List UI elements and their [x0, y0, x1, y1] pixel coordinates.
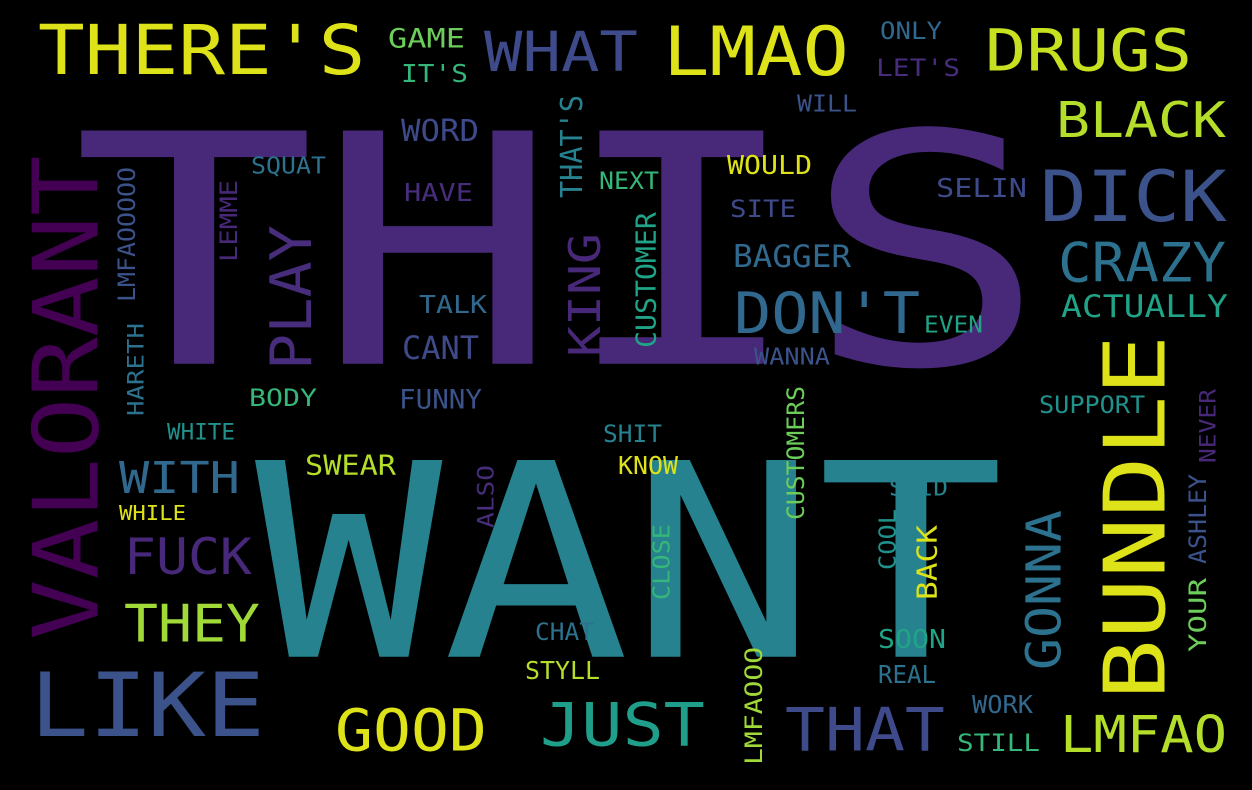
word-that: THAT — [785, 694, 945, 765]
word-have: HAVE — [404, 177, 473, 207]
word-thats: THAT'S — [554, 94, 590, 198]
word-talk: TALK — [419, 289, 487, 319]
word-dont: DON'T — [734, 279, 921, 347]
word-real: REAL — [878, 659, 936, 689]
word-bundle: BUNDLE — [1085, 334, 1185, 700]
word-styll: STYLL — [525, 655, 601, 685]
word-actually: ACTUALLY — [1061, 288, 1228, 325]
word-customers: CUSTOMERS — [781, 386, 810, 520]
word-this: THIS — [72, 66, 1048, 441]
word-lmfaooo: LMFAOOO — [739, 646, 768, 765]
word-would: WOULD — [727, 149, 813, 181]
word-know: KNOW — [618, 450, 678, 480]
word-body: BODY — [249, 383, 317, 412]
word-site: SITE — [730, 194, 796, 223]
word-said: SAID — [889, 473, 948, 501]
word-never: NEVER — [1195, 388, 1221, 463]
word-crazy: CRAZY — [1058, 231, 1227, 295]
word-game: GAME — [388, 22, 465, 55]
word-theres: THERE'S — [38, 9, 366, 91]
word-customer: CUSTOMER — [629, 212, 663, 348]
word-support: SUPPORT — [1039, 390, 1146, 419]
word-cool: COOL — [873, 509, 901, 570]
word-hareth: HARETH — [123, 322, 149, 416]
word-still: STILL — [957, 728, 1041, 757]
word-lemme: LEMME — [214, 179, 243, 262]
word-selin: SELIN — [936, 172, 1028, 204]
word-your: YOUR — [1183, 578, 1212, 652]
word-ashley: ASHLEY — [1183, 473, 1212, 564]
word-just: JUST — [540, 689, 705, 760]
word-shit: SHIT — [603, 419, 662, 448]
word-with: WITH — [119, 452, 240, 504]
word-white: WHITE — [167, 419, 236, 445]
word-drugs: DRUGS — [985, 16, 1193, 85]
word-good: GOOD — [335, 696, 487, 765]
word-what: WHAT — [484, 20, 638, 85]
word-valorant: VALORANT — [13, 155, 120, 640]
word-swear: SWEAR — [305, 448, 397, 482]
word-back: BACK — [910, 525, 944, 600]
word-lmfao: LMFAO — [1060, 704, 1228, 765]
word-black: BLACK — [1056, 91, 1227, 149]
word-next: NEXT — [599, 166, 659, 195]
word-even: EVEN — [924, 310, 983, 338]
word-they: THEY — [124, 593, 260, 655]
word-also: ALSO — [473, 465, 499, 528]
word-work: WORK — [972, 689, 1033, 719]
word-wanna: WANNA — [754, 342, 831, 370]
word-chat: CHAT — [535, 617, 594, 646]
word-gonna: GONNA — [1015, 509, 1072, 670]
word-lets: LET'S — [876, 53, 961, 82]
word-bagger: BAGGER — [733, 238, 852, 275]
word-funny: FUNNY — [399, 383, 483, 416]
word-fuck: FUCK — [124, 527, 252, 586]
word-will: WILL — [797, 89, 857, 117]
word-while: WHILE — [119, 501, 187, 525]
word-its: IT'S — [401, 58, 468, 88]
word-close: CLOSE — [647, 523, 675, 600]
word-like: LIKE — [30, 654, 265, 758]
word-soon: SOON — [878, 623, 946, 655]
word-play: PLAY — [257, 225, 325, 370]
word-only: ONLY — [880, 16, 942, 45]
word-cant: CANT — [402, 329, 479, 367]
word-lmao: LMAO — [663, 11, 849, 92]
word-king: KING — [559, 233, 611, 357]
word-lmfaooooo: LMFAOOOOO — [112, 167, 141, 302]
word-dick: DICK — [1040, 155, 1227, 238]
word-squat: SQUAT — [251, 151, 327, 179]
word-want: WANT — [255, 405, 1005, 722]
word-word: WORD — [401, 113, 479, 149]
